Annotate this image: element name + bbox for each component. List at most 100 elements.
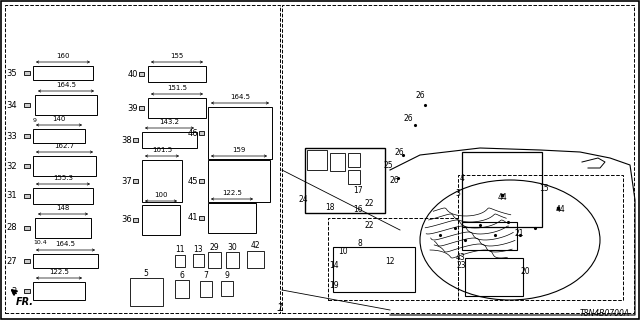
Text: 34: 34 [6, 100, 17, 109]
Text: 22: 22 [364, 220, 374, 229]
Bar [199, 132, 204, 135]
Bar [465, 258, 523, 296]
Bar [35, 218, 91, 238]
Text: 100: 100 [154, 192, 168, 198]
Bar [33, 156, 96, 176]
Bar [130, 278, 163, 306]
Text: 9: 9 [225, 271, 229, 281]
Text: 5: 5 [143, 268, 148, 277]
Bar [208, 107, 272, 159]
Bar [33, 66, 93, 80]
Text: 36: 36 [121, 215, 132, 225]
Text: 14: 14 [329, 260, 339, 269]
Bar [333, 247, 415, 292]
Text: 25: 25 [383, 161, 393, 170]
Bar [328, 218, 458, 300]
Bar [208, 252, 221, 268]
Bar [148, 98, 206, 118]
Text: 9: 9 [33, 117, 37, 123]
Text: 20: 20 [520, 268, 530, 276]
Text: 24: 24 [298, 196, 308, 204]
Bar [462, 152, 542, 227]
Bar [24, 259, 30, 263]
Text: 10.4: 10.4 [33, 241, 47, 245]
Text: 44: 44 [555, 205, 565, 214]
Bar [33, 282, 85, 300]
Bar [139, 107, 144, 110]
Text: 23: 23 [456, 260, 466, 269]
Bar [24, 134, 30, 138]
Bar [35, 95, 97, 115]
Text: 21: 21 [515, 228, 524, 237]
Bar [24, 226, 30, 230]
Text: 44: 44 [497, 193, 507, 202]
Text: FR.: FR. [16, 297, 34, 307]
Text: 31: 31 [6, 191, 17, 201]
Bar [348, 153, 360, 167]
Text: 26: 26 [389, 175, 399, 185]
Text: 33: 33 [6, 132, 17, 140]
Bar [24, 164, 30, 168]
Text: 45: 45 [188, 177, 198, 186]
Text: 28: 28 [6, 223, 17, 233]
Text: 35: 35 [6, 68, 17, 77]
Text: 22: 22 [364, 198, 374, 207]
Text: 140: 140 [52, 116, 66, 122]
Text: 38: 38 [121, 135, 132, 145]
Bar [33, 188, 93, 204]
Text: 41: 41 [188, 213, 198, 222]
Text: 32: 32 [6, 162, 17, 171]
Text: 12: 12 [385, 258, 395, 267]
Text: 8: 8 [358, 239, 362, 249]
Text: 10: 10 [338, 247, 348, 257]
Bar [33, 129, 85, 143]
Text: 26: 26 [403, 114, 413, 123]
Text: 13: 13 [193, 244, 203, 253]
Text: 122.5: 122.5 [49, 269, 69, 275]
Text: 143.2: 143.2 [159, 119, 179, 125]
Text: 160: 160 [56, 53, 70, 59]
Bar [199, 180, 204, 183]
Text: 3: 3 [456, 188, 460, 197]
Bar [33, 254, 98, 268]
Text: 18: 18 [325, 203, 335, 212]
Bar [5, 5, 280, 313]
Bar [24, 194, 30, 198]
Text: 101.5: 101.5 [152, 147, 172, 153]
Text: 40: 40 [127, 69, 138, 78]
Text: 46: 46 [188, 129, 198, 138]
Bar [148, 66, 206, 82]
Bar [133, 139, 138, 142]
Bar [133, 219, 138, 222]
Text: 155.3: 155.3 [53, 175, 73, 181]
Text: 43: 43 [455, 253, 465, 262]
Bar [199, 216, 204, 220]
Bar [330, 153, 345, 171]
Bar [208, 203, 256, 233]
Bar [462, 222, 517, 250]
Text: 19: 19 [329, 281, 339, 290]
Bar [305, 148, 385, 213]
Text: 6: 6 [180, 270, 184, 279]
Bar [24, 289, 30, 293]
Bar [24, 71, 30, 75]
Text: 15: 15 [539, 183, 549, 193]
Bar [307, 150, 327, 170]
Bar [175, 255, 185, 267]
Text: 122.5: 122.5 [222, 190, 242, 196]
Bar [458, 175, 623, 300]
Text: 151.5: 151.5 [167, 85, 187, 91]
Bar [133, 180, 138, 183]
Text: 162.7: 162.7 [54, 143, 75, 149]
Text: 7: 7 [204, 271, 209, 281]
Text: 42: 42 [250, 242, 260, 251]
Text: 148: 148 [56, 205, 70, 211]
Bar [139, 72, 144, 76]
Bar [200, 281, 212, 297]
Text: 17: 17 [353, 186, 363, 195]
Text: 155: 155 [170, 53, 184, 59]
Text: 26: 26 [394, 148, 404, 156]
Text: 11: 11 [175, 245, 185, 254]
Bar [221, 281, 233, 296]
Text: 164.5: 164.5 [56, 241, 76, 247]
